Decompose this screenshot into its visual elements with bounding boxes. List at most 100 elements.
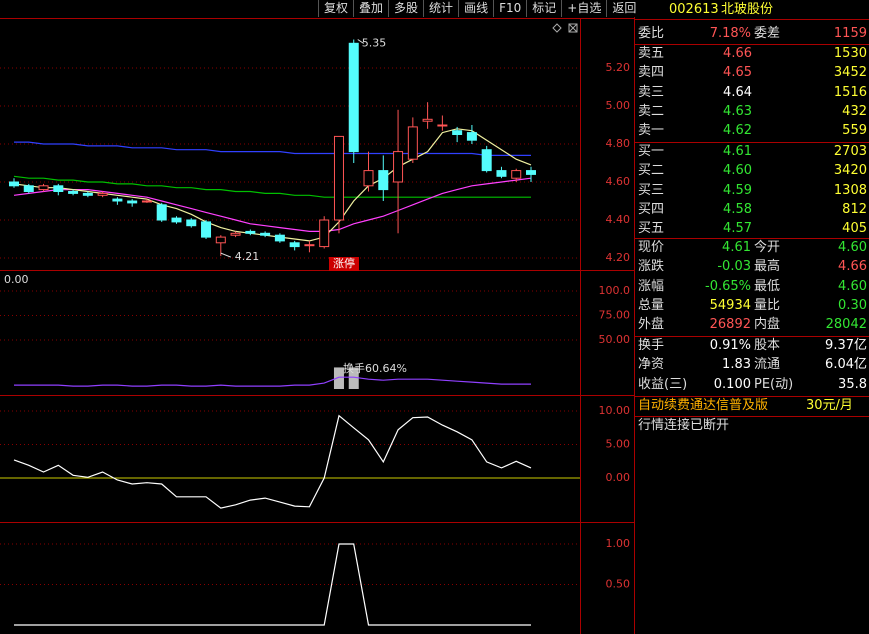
candle-body — [141, 200, 152, 203]
stock-code: 002613 — [669, 2, 719, 17]
book-price: 4.57 — [723, 221, 752, 237]
candle-body — [156, 204, 167, 221]
candle-body — [201, 221, 212, 238]
candle-body — [289, 242, 300, 248]
book-label: 卖三 — [638, 84, 665, 100]
icon[interactable] — [552, 23, 562, 33]
field-label: 收益(三) — [638, 376, 688, 392]
field-label: 换手 — [638, 338, 665, 353]
candle-body — [526, 170, 536, 175]
field-value: -0.65% — [705, 278, 751, 294]
toolbar-button[interactable]: 标记 — [526, 0, 562, 17]
candle-body — [186, 219, 197, 227]
field-value: 6.04亿 — [825, 357, 867, 373]
divider — [635, 416, 869, 417]
panel-title: 0.00 — [4, 273, 29, 286]
field-value: 1.83 — [722, 357, 751, 373]
toolbar-button[interactable]: 统计 — [423, 0, 459, 17]
candle-body — [127, 200, 138, 204]
toolbar-button[interactable]: 返回 — [606, 0, 642, 17]
field-label: PE(动) — [754, 376, 794, 392]
moving-average — [13, 177, 532, 232]
field-label: 现价 — [638, 240, 665, 255]
candle-body — [422, 118, 433, 122]
icon[interactable] — [568, 23, 578, 33]
field-label: 今开 — [754, 240, 781, 255]
toolbar-button[interactable]: 叠加 — [353, 0, 389, 17]
volume-line — [14, 376, 531, 387]
annotation: 换手60.64% — [343, 361, 407, 375]
toolbar-button[interactable]: 画线 — [458, 0, 494, 17]
book-volume: 1516 — [833, 84, 867, 100]
ad-text: 自动续费通达信普及版 — [638, 398, 769, 413]
book-price: 4.60 — [723, 163, 752, 179]
field-label: 流通 — [754, 357, 781, 373]
candle-body — [496, 170, 507, 177]
oscillator-tick-label: 10.00 — [599, 404, 631, 417]
field-label: 涨幅 — [638, 278, 665, 294]
field-value: 4.61 — [722, 240, 751, 255]
arrow — [220, 39, 365, 258]
divider — [635, 44, 869, 45]
candle-body — [348, 42, 359, 153]
toolbar-button[interactable]: F10 — [493, 0, 527, 17]
field-label: 涨跌 — [638, 259, 665, 275]
field-value: 0.100 — [713, 376, 751, 392]
toolbar: 复权 叠加 多股 统计 画线 F10 标记 +自选 返回 — [318, 0, 642, 18]
book-volume: 3420 — [833, 163, 867, 179]
book-volume: 432 — [842, 103, 867, 119]
field-label: 股本 — [754, 338, 781, 353]
divider — [635, 19, 869, 20]
candle-body — [304, 244, 315, 247]
toolbar-button[interactable]: 复权 — [318, 0, 354, 17]
toolbar-button[interactable]: +自选 — [561, 0, 607, 17]
candle-body — [9, 181, 19, 187]
book-label: 买二 — [638, 163, 665, 179]
book-label: 买三 — [638, 182, 665, 198]
badge: 涨停 — [333, 256, 355, 270]
price-tick-label: 5.20 — [606, 61, 631, 74]
field-label: 外盘 — [638, 317, 665, 333]
signal-line — [14, 543, 531, 626]
volume-tick-label: 75.00 — [599, 309, 631, 322]
book-price: 4.63 — [723, 103, 752, 119]
book-price: 4.64 — [723, 84, 752, 100]
field-value: -0.03 — [717, 259, 751, 275]
field-label: 委差 — [754, 26, 781, 41]
field-label: 总量 — [638, 297, 665, 313]
candle-body — [82, 192, 93, 196]
book-volume: 812 — [842, 201, 867, 217]
book-volume: 1530 — [833, 46, 867, 61]
field-value: 9.37亿 — [825, 338, 867, 353]
candle-body — [437, 124, 448, 127]
field-label: 最高 — [754, 259, 781, 275]
book-volume: 405 — [842, 221, 867, 237]
field-label: 委比 — [638, 26, 665, 41]
signal-tick-label: 0.50 — [606, 578, 631, 591]
divider — [635, 396, 869, 397]
field-label: 量比 — [754, 297, 781, 313]
field-value: 0.91% — [709, 338, 751, 353]
icon[interactable] — [568, 23, 578, 33]
field-value: 4.60 — [838, 240, 867, 255]
book-label: 卖四 — [638, 65, 665, 81]
connection-status: 行情连接已断开 — [638, 418, 730, 433]
price-tick-label: 4.80 — [606, 137, 631, 150]
quote-panel: 002613 北玻股份 委比 7.18% 委差 1159 卖五 4.66 1530 卖四 4.65 3… — [635, 0, 869, 634]
candle-body — [260, 232, 271, 236]
field-label: 净资 — [638, 357, 665, 373]
field-value: 7.18% — [709, 26, 751, 41]
oscillator-tick-label: 0.00 — [606, 471, 631, 484]
candle-body — [481, 149, 492, 172]
field-value: 26892 — [709, 317, 751, 333]
field-label: 最低 — [754, 278, 781, 294]
price-tick-label: 4.60 — [606, 175, 631, 188]
field-value: 35.8 — [838, 376, 867, 392]
toolbar-button[interactable]: 多股 — [388, 0, 424, 17]
field-value: 0.30 — [838, 297, 867, 313]
candle-body — [407, 126, 418, 160]
book-volume: 1308 — [833, 182, 867, 198]
book-price: 4.59 — [723, 182, 752, 198]
book-label: 买四 — [638, 201, 665, 217]
candle-body — [245, 230, 256, 234]
